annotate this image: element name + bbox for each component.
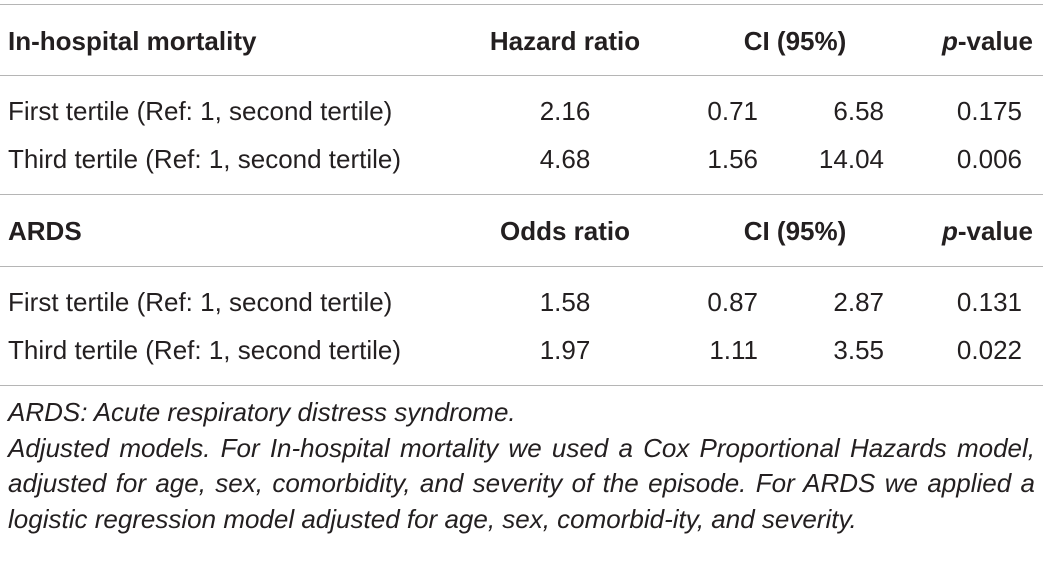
bottom-rule <box>0 385 1043 386</box>
outcome-heading: ARDS <box>8 216 82 246</box>
row-label: Third tertile (Ref: 1, second tertile) <box>8 144 402 174</box>
outcome-heading: In-hospital mortality <box>8 26 257 56</box>
header-rule <box>0 266 1043 267</box>
ci-high-value: 6.58 <box>833 96 884 126</box>
p-value-heading: p-value <box>941 216 1033 246</box>
ci-low-value: 0.87 <box>707 287 758 317</box>
model-footnote: Adjusted models. For In-hospital mortali… <box>8 432 1035 534</box>
p-value: 0.175 <box>956 96 1022 126</box>
ratio-value: 4.68 <box>539 144 591 174</box>
ratio-heading: Hazard ratio <box>489 26 641 56</box>
ratio-value: 1.58 <box>539 287 591 317</box>
ci-low-value: 0.71 <box>707 96 758 126</box>
ratio-value: 2.16 <box>539 96 591 126</box>
ci-low-value: 1.56 <box>707 144 758 174</box>
abbreviation-footnote: ARDS: Acute respiratory distress syndrom… <box>8 397 516 427</box>
top-rule <box>0 4 1043 5</box>
ci-high-value: 2.87 <box>833 287 884 317</box>
ci-high-value: 3.55 <box>833 335 884 365</box>
ci-heading: CI (95%) <box>743 216 847 246</box>
section-rule <box>0 194 1043 195</box>
p-value: 0.131 <box>956 287 1022 317</box>
row-label: Third tertile (Ref: 1, second tertile) <box>8 335 402 365</box>
row-label: First tertile (Ref: 1, second tertile) <box>8 287 393 317</box>
p-value: 0.022 <box>956 335 1022 365</box>
ci-low-value: 1.11 <box>709 335 758 365</box>
ratio-value: 1.97 <box>539 335 591 365</box>
ci-high-value: 14.04 <box>818 144 884 174</box>
p-value: 0.006 <box>956 144 1022 174</box>
p-value-heading: p-value <box>941 26 1033 56</box>
header-rule <box>0 75 1043 76</box>
ratio-heading: Odds ratio <box>499 216 630 246</box>
row-label: First tertile (Ref: 1, second tertile) <box>8 96 393 126</box>
table-footnotes: ARDS: Acute respiratory distress syndrom… <box>8 395 1035 537</box>
ci-heading: CI (95%) <box>743 26 847 56</box>
